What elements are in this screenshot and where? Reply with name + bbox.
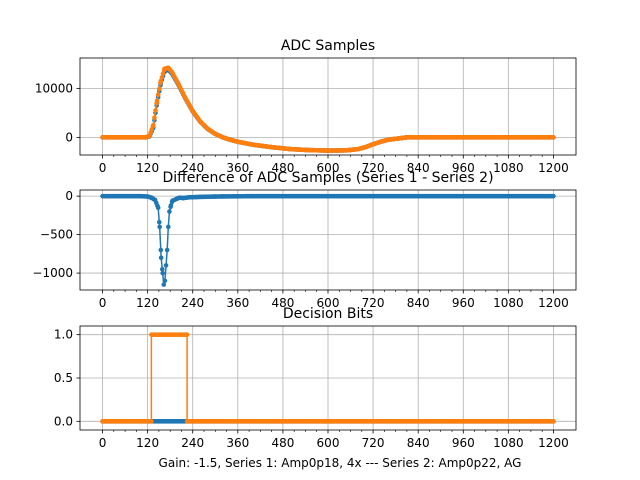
subplot-1: 0 120 240 360 480 600 720 840 960 1080 1200 0 10000 A…: [35, 38, 577, 175]
grid: [80, 190, 576, 290]
data-point: [161, 282, 167, 287]
data-point: [153, 108, 158, 113]
series-1: [100, 193, 556, 287]
x-tick-label: 120: [136, 296, 159, 310]
y-tick-label: 10000: [35, 81, 73, 95]
x-tick-label: 600: [317, 436, 340, 450]
y-tick-label: −1000: [32, 266, 73, 280]
x-tick-label: 840: [407, 296, 430, 310]
data-point: [158, 78, 164, 84]
x-tick-label: 600: [317, 161, 340, 175]
x-tick-label: 960: [452, 296, 475, 310]
plots: 0 120 240 360 480 600 720 840 960 1080 1200010000A…: [32, 38, 577, 450]
data-point: [551, 419, 556, 424]
data-point: [184, 332, 190, 337]
grid: [80, 58, 576, 155]
y-tick-label: 0.5: [54, 371, 73, 385]
y-tick-label: 0: [65, 130, 73, 144]
x-tick-label: 0: [99, 161, 107, 175]
data-point: [155, 205, 161, 210]
data-point: [551, 193, 556, 199]
data-point: [156, 219, 162, 225]
x-axis-label: Gain: -1.5, Series 1: Amp0p18, 4x --- Se…: [159, 456, 522, 470]
data-point: [152, 115, 157, 121]
chart-title: Difference of ADC Samples (Series 1 - Se…: [162, 170, 493, 186]
x-tick-label: 960: [452, 161, 475, 175]
x-tick-label: 1200: [538, 161, 569, 175]
x-tick-label: 1200: [538, 296, 569, 310]
minor-ticks: [113, 155, 543, 157]
data-point: [164, 247, 170, 253]
data-point: [159, 75, 165, 80]
x-tick-label: 480: [271, 436, 294, 450]
data-point: [154, 98, 160, 103]
y-axis: 0 10000: [35, 81, 80, 144]
chart-title: ADC Samples: [281, 38, 375, 54]
series-2: [100, 65, 556, 153]
x-tick-label: 480: [271, 161, 294, 175]
x-tick-label: 240: [181, 161, 204, 175]
x-axis: 0 120 240 360 480 600 720 840 960 1080 1200: [99, 430, 569, 450]
data-point: [163, 263, 169, 268]
data-point: [150, 122, 156, 128]
x-tick-label: 0: [99, 436, 107, 450]
data-point: [158, 247, 164, 253]
x-tick-label: 360: [226, 161, 249, 175]
data-point: [167, 209, 172, 214]
x-axis: 0 120 240 360 480 600 720 840 960 1080 1200: [99, 155, 569, 175]
x-tick-label: 600: [317, 296, 340, 310]
x-tick-label: 840: [407, 436, 430, 450]
grid: [80, 326, 576, 430]
data-point: [158, 255, 164, 260]
x-tick-label: 480: [271, 296, 294, 310]
data-point: [149, 419, 154, 424]
data-point: [551, 135, 556, 140]
x-tick-label: 840: [407, 161, 430, 175]
x-tick-label: 360: [226, 296, 249, 310]
y-axis: 0 −500 −1000: [32, 189, 80, 280]
x-tick-label: 120: [136, 161, 159, 175]
x-tick-label: 720: [362, 296, 385, 310]
x-axis: 0 120 240 360 480 600 720 840 960 1080 1200: [99, 290, 569, 310]
data-point: [159, 266, 165, 272]
data-point: [160, 270, 165, 276]
data-point: [162, 278, 168, 284]
x-tick-label: 1080: [493, 296, 524, 310]
x-tick-label: 240: [181, 296, 204, 310]
y-tick-label: 0.0: [54, 414, 73, 428]
y-tick-label: 0: [65, 189, 73, 203]
data-point: [155, 92, 161, 98]
x-tick-label: 720: [362, 436, 385, 450]
x-tick-label: 1080: [493, 436, 524, 450]
chart-title: Decision Bits: [283, 306, 373, 322]
x-tick-label: 1200: [538, 436, 569, 450]
y-axis: 0.0 0.5 1.0: [54, 328, 80, 428]
x-tick-label: 1080: [493, 161, 524, 175]
data-point: [156, 86, 162, 92]
x-tick-label: 720: [362, 161, 385, 175]
subplot-3: 0 120 240 360 480 600 720 840 960 1080 1200 0.0 0.5 1…: [54, 306, 577, 450]
series-2: [100, 332, 556, 424]
subplot-2: 0 120 240 360 480 600 720 840 960 1080 1200 0 −500 −1…: [32, 170, 577, 310]
data-point: [166, 224, 171, 230]
x-tick-label: 240: [181, 436, 204, 450]
data-point: [157, 224, 162, 230]
x-tick-label: 960: [452, 436, 475, 450]
x-tick-label: 360: [226, 436, 249, 450]
data-point: [160, 71, 166, 76]
y-tick-label: 1.0: [54, 328, 73, 342]
y-tick-label: −500: [40, 228, 73, 242]
data-point: [168, 203, 174, 208]
x-tick-label: 120: [136, 436, 159, 450]
x-tick-label: 0: [99, 296, 107, 310]
